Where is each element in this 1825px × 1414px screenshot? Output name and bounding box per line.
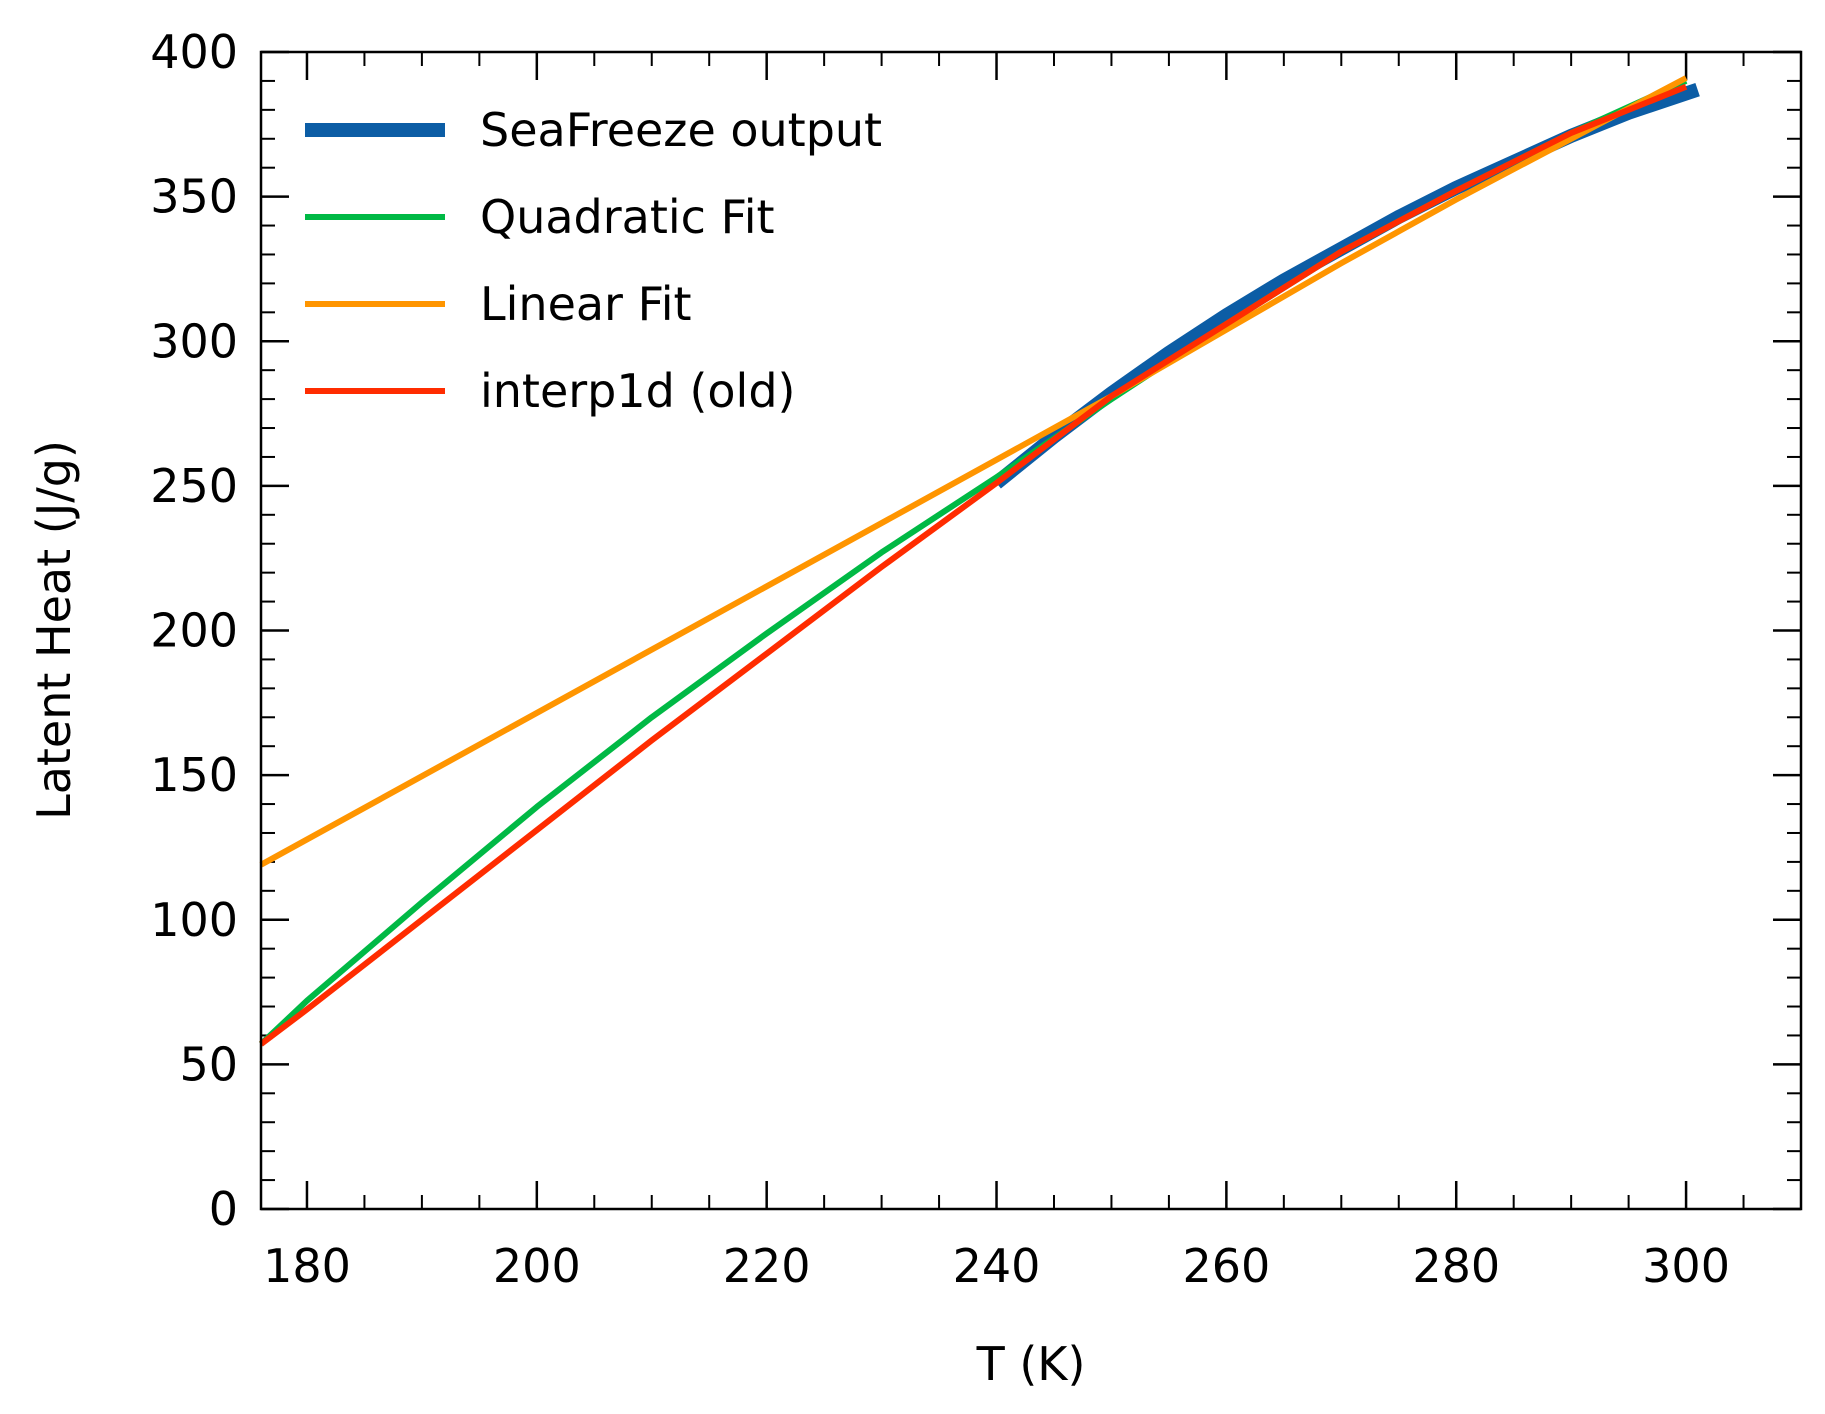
x-tick-label: 220 [723, 1239, 811, 1293]
x-tick-label: 300 [1642, 1239, 1730, 1293]
y-tick-label: 400 [150, 25, 238, 79]
series-line-interp1d-old [259, 83, 1688, 1047]
y-tick-label: 100 [150, 893, 238, 947]
x-tick-label: 180 [263, 1239, 351, 1293]
y-tick-label: 50 [179, 1037, 238, 1091]
series-line-quadratic-fit [258, 78, 1688, 1047]
tick-labels: 180 200 220 240 260 280 300 0 50 100 150 200 250 300 3… [150, 25, 1730, 1293]
plot-frame [259, 50, 1803, 1211]
y-tick-label: 300 [150, 314, 238, 368]
y-axis-label: Latent Heat (J/g) [27, 440, 81, 820]
legend: SeaFreeze output Quadratic Fit Linear Fit i… [305, 103, 882, 418]
x-tick-label: 240 [953, 1239, 1041, 1293]
x-tick-label: 200 [493, 1239, 581, 1293]
x-tick-label: 280 [1412, 1239, 1500, 1293]
legend-label-quadratic-fit: Quadratic Fit [480, 190, 775, 244]
y-tick-label: 200 [150, 604, 238, 658]
y-tick-label: 350 [150, 170, 238, 224]
legend-label-seafreeze-output: SeaFreeze output [480, 103, 882, 157]
series-lines [258, 75, 1700, 1047]
x-tick-label: 260 [1182, 1239, 1270, 1293]
series-line-linear-fit [259, 75, 1688, 868]
series-line-seafreeze-output [992, 82, 1700, 489]
y-tick-label: 0 [209, 1182, 238, 1236]
legend-label-linear-fit: Linear Fit [480, 277, 692, 331]
x-axis-label: T (K) [976, 1337, 1086, 1391]
legend-label-interp1d-old: interp1d (old) [480, 364, 796, 418]
y-tick-label: 250 [150, 459, 238, 513]
y-tick-label: 150 [150, 748, 238, 802]
